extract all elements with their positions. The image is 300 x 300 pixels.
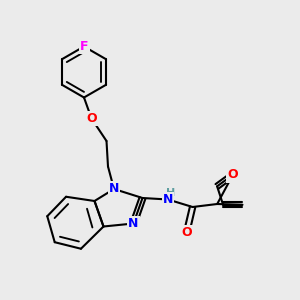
Text: N: N [128,217,139,230]
Text: O: O [86,112,97,125]
Text: N: N [109,182,119,196]
Text: O: O [181,226,192,239]
Text: H: H [166,188,175,198]
Text: O: O [227,168,238,182]
Text: F: F [80,40,88,53]
Text: N: N [163,193,173,206]
